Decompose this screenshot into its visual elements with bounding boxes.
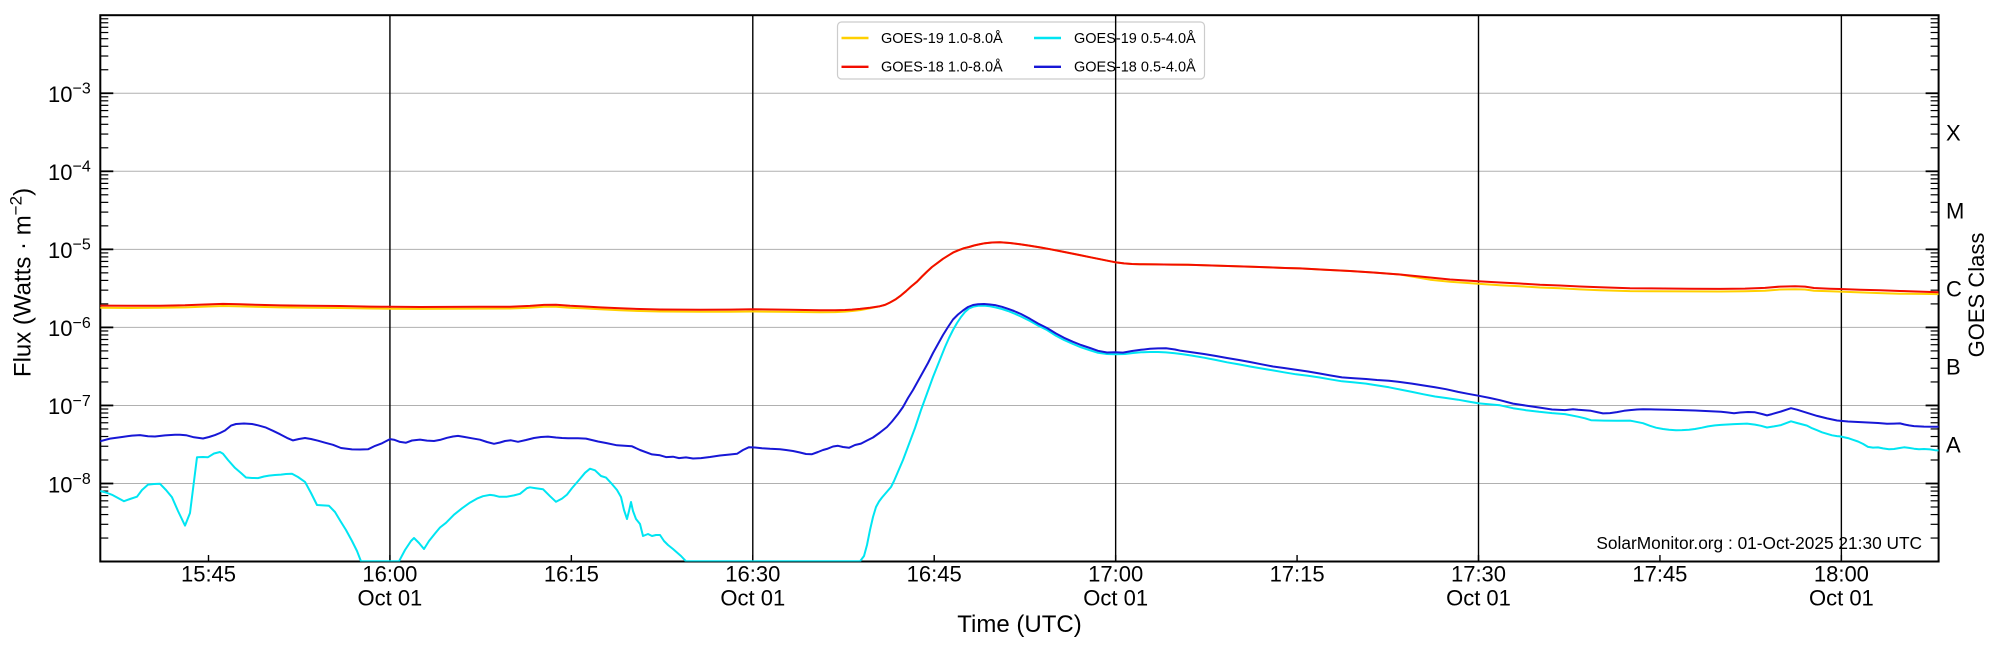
svg-text:16:00: 16:00 <box>362 562 417 587</box>
svg-text:17:45: 17:45 <box>1632 562 1687 587</box>
svg-text:15:45: 15:45 <box>181 562 236 587</box>
svg-text:18:00: 18:00 <box>1814 562 1869 587</box>
svg-text:16:15: 16:15 <box>544 562 599 587</box>
svg-text:10−5: 10−5 <box>48 237 91 263</box>
svg-text:16:45: 16:45 <box>907 562 962 587</box>
svg-text:10−8: 10−8 <box>48 471 91 497</box>
svg-text:A: A <box>1946 433 1961 458</box>
svg-text:16:30: 16:30 <box>725 562 780 587</box>
svg-text:C: C <box>1946 276 1962 301</box>
svg-text:GOES Class: GOES Class <box>1964 233 1989 358</box>
svg-text:Oct 01: Oct 01 <box>1446 586 1511 611</box>
svg-text:Oct 01: Oct 01 <box>720 586 785 611</box>
svg-text:GOES-19 0.5-4.0Å: GOES-19 0.5-4.0Å <box>1074 30 1196 47</box>
svg-text:M: M <box>1946 198 1964 223</box>
svg-text:B: B <box>1946 354 1961 379</box>
svg-text:SolarMonitor.org : 01-Oct-2025: SolarMonitor.org : 01-Oct-2025 21:30 UTC <box>1596 533 1922 553</box>
svg-text:17:15: 17:15 <box>1270 562 1325 587</box>
svg-text:17:00: 17:00 <box>1088 562 1143 587</box>
svg-text:GOES-18 0.5-4.0Å: GOES-18 0.5-4.0Å <box>1074 59 1196 76</box>
svg-text:10−4: 10−4 <box>48 159 91 185</box>
svg-text:GOES-18 1.0-8.0Å: GOES-18 1.0-8.0Å <box>881 59 1003 76</box>
svg-text:Time (UTC): Time (UTC) <box>957 611 1081 638</box>
svg-text:Oct 01: Oct 01 <box>1083 586 1148 611</box>
svg-text:X: X <box>1946 120 1961 145</box>
svg-text:GOES-19 1.0-8.0Å: GOES-19 1.0-8.0Å <box>881 30 1003 47</box>
svg-text:17:30: 17:30 <box>1451 562 1506 587</box>
svg-text:Flux (Watts · m−2): Flux (Watts · m−2) <box>7 188 37 377</box>
svg-text:Oct 01: Oct 01 <box>1809 586 1874 611</box>
svg-text:Oct 01: Oct 01 <box>357 586 422 611</box>
